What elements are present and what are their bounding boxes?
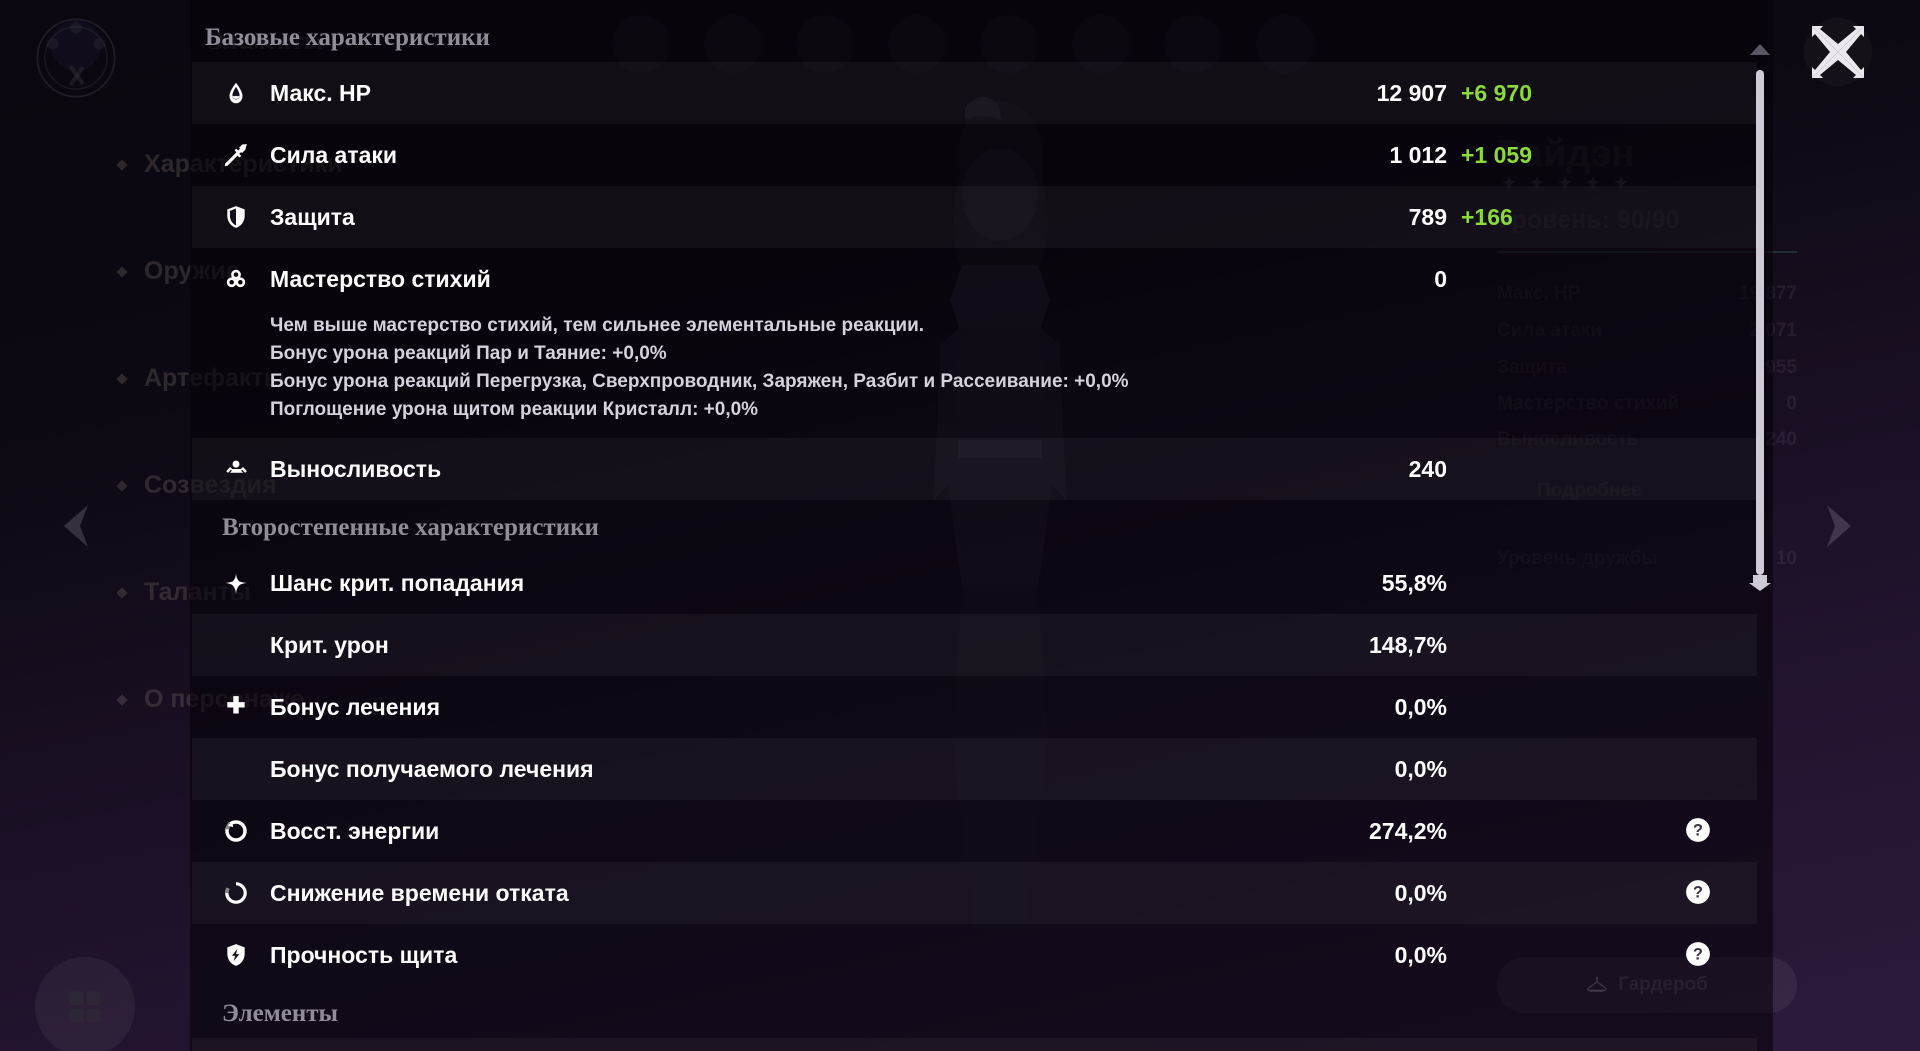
svg-text:?: ? (1693, 821, 1703, 839)
svg-text:?: ? (1693, 945, 1703, 963)
svg-text:?: ? (1693, 883, 1703, 901)
